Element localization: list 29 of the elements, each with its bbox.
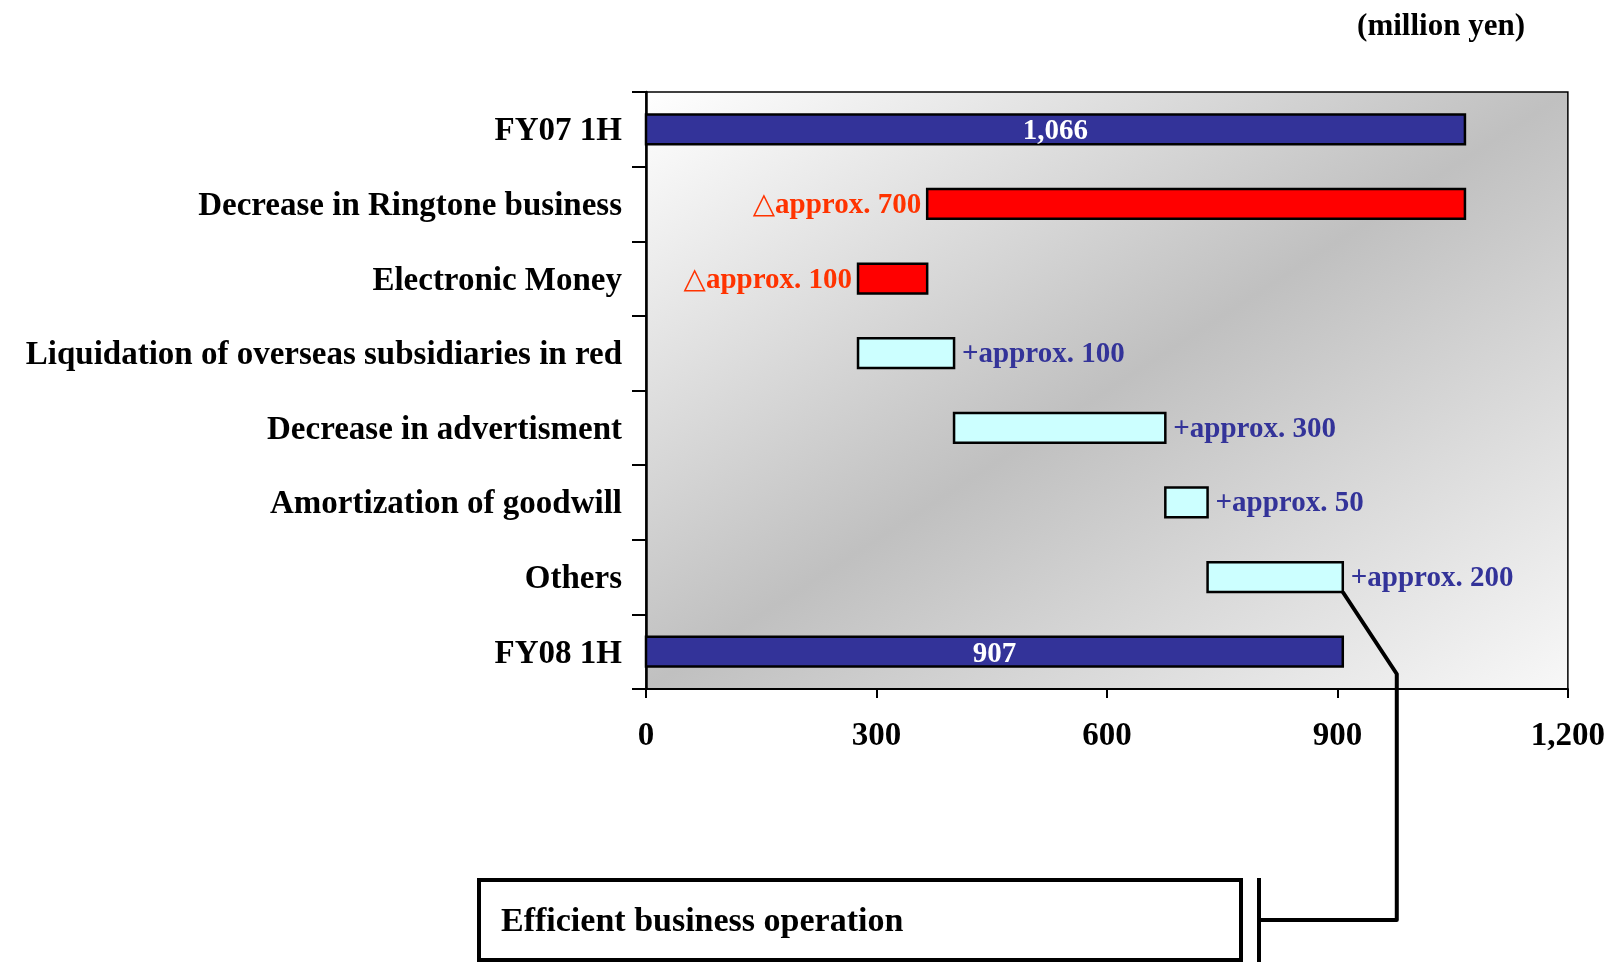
x-tick-label: 0 [637, 715, 655, 752]
y-tick-label: Decrease in advertisment [267, 409, 622, 446]
bar [952, 411, 1167, 444]
x-tick-label: 600 [1082, 715, 1132, 752]
x-tick-label: 1,200 [1530, 715, 1605, 752]
y-tick-label: FY07 1H [494, 111, 623, 148]
bar [1206, 560, 1345, 594]
x-tick-label: 900 [1312, 715, 1363, 752]
x-axis-title: (million yen) [1357, 7, 1526, 42]
annotation: +approx. 200 [1350, 560, 1514, 594]
y-tick-label: Liquidation of overseas subsidiaries in red [25, 335, 622, 372]
data-label: 907 [972, 635, 1017, 668]
data-label: 1,066 [1022, 113, 1089, 146]
annotation: △approx. 100 [683, 261, 853, 295]
y-tick-label: Amortization of goodwill [270, 484, 622, 521]
bar [1164, 486, 1209, 519]
y-tick-label: Others [524, 559, 623, 596]
y-tick-label: Electronic Money [372, 260, 623, 297]
bar [856, 337, 956, 370]
text: Efficient business operation [477, 878, 1243, 962]
bar [925, 187, 1467, 221]
x-tick-label: 300 [851, 715, 902, 752]
annotation: +approx. 100 [962, 336, 1125, 370]
annotation: +approx. 50 [1215, 485, 1364, 519]
y-tick-label: Decrease in Ringtone business [198, 185, 623, 222]
bar [856, 262, 929, 295]
annotation: +approx. 300 [1173, 410, 1336, 444]
y-tick-label: FY08 1H [494, 633, 623, 670]
annotation: △approx. 700 [752, 186, 922, 220]
